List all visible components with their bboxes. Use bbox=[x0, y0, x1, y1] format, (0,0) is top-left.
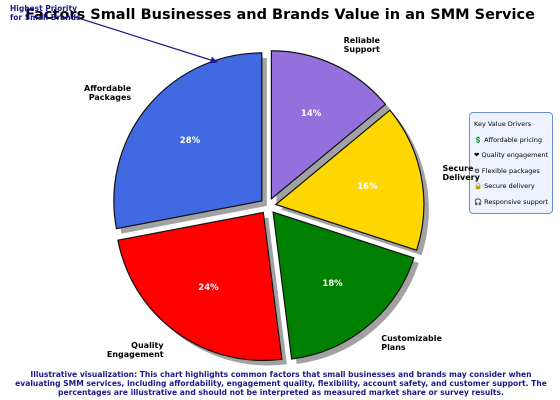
info-box-item: ⚙ Flexible packages bbox=[474, 166, 540, 175]
info-box-item: 🎧 Responsive support bbox=[474, 197, 549, 206]
chart-title: Factors Small Businesses and Brands Valu… bbox=[25, 7, 535, 23]
wedge bbox=[274, 109, 425, 251]
wedge bbox=[270, 50, 387, 201]
category-label: Quality Engagement bbox=[106, 340, 164, 359]
category-label: Affordable Packages bbox=[84, 83, 132, 102]
annotation: Highest Priority for Small Brands bbox=[10, 4, 81, 22]
value-label: 16% bbox=[357, 182, 378, 193]
info-box-item: 💲 Affordable pricing bbox=[474, 135, 542, 144]
caption: Illustrative visualization: This chart h… bbox=[15, 370, 547, 397]
value-label: 28% bbox=[179, 136, 201, 147]
value-label: 14% bbox=[300, 109, 322, 120]
info-box-item: 🔒 Secure delivery bbox=[474, 182, 535, 190]
info-box: Key Value Drivers 💲 Affordable pricing ❤ … bbox=[469, 112, 553, 214]
category-label: Secure Delivery bbox=[442, 163, 480, 182]
wedge bbox=[113, 52, 263, 230]
category-label: Reliable Support bbox=[343, 36, 380, 55]
value-label: 24% bbox=[198, 282, 219, 293]
wedge bbox=[117, 211, 283, 362]
wedge bbox=[272, 211, 415, 360]
value-label: 18% bbox=[322, 279, 343, 289]
info-box-title: Key Value Drivers bbox=[474, 120, 532, 128]
info-box-item: ❤ Quality engagement bbox=[474, 151, 549, 159]
annotation-arrow bbox=[74, 16, 218, 64]
category-label: Customizable Plans bbox=[381, 333, 442, 352]
